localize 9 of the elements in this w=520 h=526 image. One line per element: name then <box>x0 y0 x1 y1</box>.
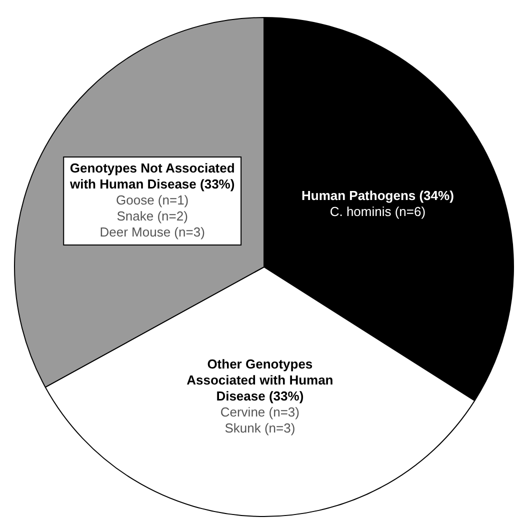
text: Skunk (n=3) <box>224 420 296 436</box>
text: Snake (n=2) <box>116 208 188 224</box>
text: C. hominis (n=6) <box>330 204 426 220</box>
slice-label: Genotypes Not Associated with Human Disease (33%) <box>68 160 235 192</box>
slice-label: Other Genotypes Associated with Human Disease (33%) <box>186 356 334 404</box>
text: Deer Mouse (n=3) <box>100 224 205 240</box>
slice-label: Human Pathogens (34%) <box>301 188 454 204</box>
text: Cervine (n=3) <box>220 404 300 420</box>
text: Goose (n=1) <box>116 192 189 208</box>
